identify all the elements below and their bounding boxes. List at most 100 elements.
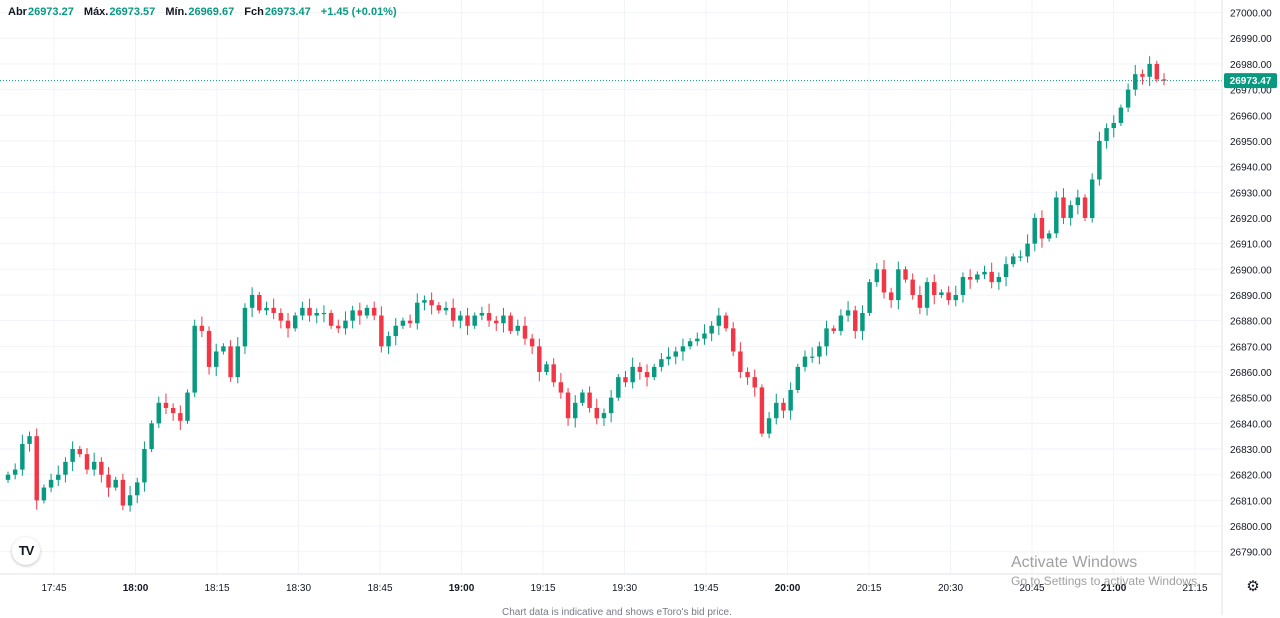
tradingview-logo-icon[interactable]: TV	[12, 537, 40, 565]
candle	[328, 309, 334, 329]
high-label: Máx.	[83, 6, 109, 18]
candle-body	[601, 413, 607, 419]
candle	[659, 353, 664, 372]
time-axis[interactable]: 17:45 18:00 18:15 18:30 18:45 19:00 19:15 19:30…	[41, 583, 1207, 594]
candle-body	[292, 315, 298, 329]
candle-body	[142, 449, 147, 483]
candle	[170, 403, 176, 421]
candle	[91, 452, 97, 476]
candle-body	[680, 346, 686, 352]
candle	[458, 310, 463, 329]
candle	[242, 303, 248, 355]
candle	[874, 263, 880, 287]
candle-body	[917, 294, 923, 308]
candle	[515, 319, 521, 336]
candle-body	[939, 292, 944, 295]
candle	[903, 266, 908, 283]
candle-body	[989, 271, 994, 283]
candle	[386, 331, 391, 355]
candle	[127, 486, 133, 512]
candle-body	[343, 320, 348, 329]
candle	[1089, 173, 1095, 223]
candle-body	[1082, 197, 1088, 218]
candle	[12, 463, 18, 480]
candle	[135, 477, 140, 503]
candle	[1025, 234, 1030, 263]
candle	[644, 364, 650, 387]
candle-body	[637, 366, 643, 373]
candle-body	[221, 346, 226, 352]
candle	[860, 305, 865, 341]
candle-body	[967, 277, 973, 280]
candle-body	[845, 310, 851, 316]
gear-icon[interactable]: ⚙	[1244, 578, 1262, 596]
candle-body	[903, 269, 908, 280]
candle-body	[149, 423, 154, 450]
candle	[99, 457, 104, 483]
candle	[113, 476, 118, 491]
y-tick-label: 26880.00	[1230, 317, 1272, 328]
candle	[142, 441, 147, 492]
candle-body	[1111, 122, 1116, 129]
candle-body	[788, 389, 793, 411]
candle	[300, 301, 305, 321]
candle	[537, 338, 542, 382]
y-tick-label: 26820.00	[1230, 471, 1272, 482]
candle	[5, 471, 11, 483]
x-tick-label: 19:15	[530, 583, 555, 594]
candle-body	[120, 479, 126, 506]
candle	[149, 420, 154, 453]
candle	[601, 408, 607, 426]
y-tick-label: 26930.00	[1230, 188, 1272, 199]
candle-body	[623, 377, 628, 383]
price-axis[interactable]: 26790.00 26800.00 26810.00 26820.00 26830.00…	[1230, 9, 1272, 559]
candle	[400, 317, 406, 329]
candle	[429, 292, 434, 315]
candle-body	[321, 312, 327, 315]
candle-body	[558, 382, 564, 393]
y-tick-label: 26920.00	[1230, 214, 1272, 225]
candle-body	[178, 413, 183, 421]
y-tick-label: 26960.00	[1230, 111, 1272, 122]
candle-body	[1147, 63, 1152, 77]
candle	[1118, 104, 1124, 127]
candle	[357, 302, 363, 325]
last-price-tag-text: 26973.47	[1230, 76, 1272, 87]
candle-body	[1133, 74, 1138, 90]
candle-body	[551, 364, 556, 383]
candle	[1133, 64, 1138, 96]
candle-body	[716, 315, 722, 326]
candle-body	[271, 307, 276, 313]
candle-body	[386, 336, 391, 347]
candle-body	[1068, 205, 1073, 218]
y-tick-label: 26940.00	[1230, 163, 1272, 174]
candle-body	[56, 474, 61, 480]
candle	[1010, 253, 1016, 268]
x-tick-label: 19:30	[612, 583, 637, 594]
candle	[623, 370, 628, 387]
candle-body	[472, 315, 477, 326]
candle-body	[371, 307, 377, 316]
y-tick-label: 26860.00	[1230, 368, 1272, 379]
candle	[321, 305, 327, 323]
candle	[486, 303, 492, 327]
candle-body	[1010, 256, 1016, 265]
candle	[443, 301, 449, 316]
candle	[1054, 191, 1059, 238]
candle-body	[587, 392, 592, 408]
candle	[565, 387, 571, 426]
y-tick-label: 26850.00	[1230, 394, 1272, 405]
candle	[20, 434, 25, 476]
candle-body	[300, 307, 305, 316]
candle-body	[695, 338, 700, 342]
candle	[192, 319, 197, 398]
chart-footer-note: Chart data is indicative and shows eToro…	[502, 607, 732, 618]
candle	[932, 274, 937, 305]
candle-body	[357, 310, 363, 316]
settings-glyph: ⚙	[1246, 578, 1260, 595]
candle-body	[1046, 233, 1052, 239]
candle	[156, 396, 162, 428]
candle-body	[508, 315, 513, 331]
candle	[27, 431, 32, 452]
